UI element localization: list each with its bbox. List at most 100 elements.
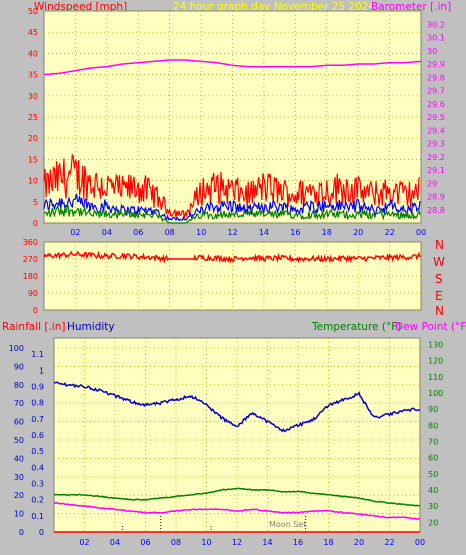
humidity-label: Humidity xyxy=(67,321,115,333)
gust-series-line xyxy=(43,193,421,222)
y-tick-label-rain: 0.7 xyxy=(31,415,44,424)
y-tick-label-humidity: 80 xyxy=(14,381,24,390)
y-tick-label-barometer: 29.4 xyxy=(427,126,445,135)
y-tick-label-wind: 0 xyxy=(33,219,38,228)
y-tick-label-barometer: 29.8 xyxy=(427,73,445,82)
x-tick-label: 10 xyxy=(201,538,211,547)
y-tick-label-barometer: 29.9 xyxy=(427,60,445,69)
y-tick-label-rain: 0.1 xyxy=(31,512,44,521)
y-tick-label-rain: 0.9 xyxy=(31,383,44,392)
y-tick-label-barometer: 28.8 xyxy=(427,206,445,215)
y-tick-label-direction: 0 xyxy=(33,306,38,315)
direction-label-w: W xyxy=(433,255,445,269)
y-tick-label-wind: 35 xyxy=(28,71,38,80)
y-tick-label-temperature: 90 xyxy=(428,405,438,414)
y-tick-label-direction: 180 xyxy=(23,272,38,281)
y-tick-label-barometer: 30.1 xyxy=(427,34,445,43)
y-tick-label-rain: 0.2 xyxy=(31,496,44,505)
x-tick-label: 02 xyxy=(79,538,89,547)
y-tick-label-rain: 1.1 xyxy=(31,350,44,359)
y-tick-label-temperature: 70 xyxy=(428,437,438,446)
y-tick-label-humidity: 60 xyxy=(14,418,24,427)
y-tick-label-humidity: 50 xyxy=(14,436,24,445)
windspeed-label: Windspeed [mph] xyxy=(34,1,127,13)
y-tick-label-temperature: 130 xyxy=(428,340,443,349)
y-tick-label-rain: 0.3 xyxy=(31,480,44,489)
x-tick-label: 18 xyxy=(322,228,332,237)
y-tick-label-direction: 270 xyxy=(23,255,38,264)
y-tick-label-wind: 5 xyxy=(33,198,38,207)
y-tick-label-humidity: 20 xyxy=(14,491,24,500)
rainfall-label: Rainfall [.in] xyxy=(2,321,65,333)
direction-label-n-top: N xyxy=(435,238,444,252)
wind-series-line xyxy=(43,152,421,219)
x-tick-label: 20 xyxy=(354,538,364,547)
x-tick-label: 16 xyxy=(293,538,303,547)
x-tick-label: 04 xyxy=(102,228,112,237)
y-tick-label-rain: 0.8 xyxy=(31,399,44,408)
barometer-label: Barometer [.in] xyxy=(371,1,451,13)
dewpoint-label: Dew Point (°F) xyxy=(395,321,466,333)
y-tick-label-barometer: 30 xyxy=(427,47,437,56)
direction-label-s: S xyxy=(435,272,443,286)
y-tick-label-rain: 0.6 xyxy=(31,431,44,440)
x-tick-label: 22 xyxy=(384,228,394,237)
y-tick-label-temperature: 100 xyxy=(428,389,443,398)
y-tick-label-direction: 90 xyxy=(28,289,38,298)
humidity-series-line xyxy=(53,381,421,433)
x-tick-label: 10 xyxy=(196,228,206,237)
y-tick-label-wind: 15 xyxy=(28,155,38,164)
y-tick-label-temperature: 120 xyxy=(428,357,443,366)
x-tick-label: 06 xyxy=(133,228,143,237)
x-tick-label: 08 xyxy=(165,228,175,237)
x-tick-label: 22 xyxy=(384,538,394,547)
y-tick-label-temperature: 80 xyxy=(428,421,438,430)
average-series-line xyxy=(43,204,421,224)
x-tick-label: 06 xyxy=(140,538,150,547)
y-tick-label-humidity: 10 xyxy=(14,510,24,519)
direction-label-n-bottom: N xyxy=(435,304,444,318)
y-tick-label-humidity: 0 xyxy=(19,528,24,537)
y-tick-label-temperature: 110 xyxy=(428,373,443,382)
y-tick-label-rain: 0.4 xyxy=(31,463,44,472)
x-tick-label: 20 xyxy=(353,228,363,237)
y-tick-label-barometer: 29.1 xyxy=(427,166,445,175)
y-tick-label-temperature: 30 xyxy=(428,502,438,511)
x-tick-label: 16 xyxy=(290,228,300,237)
x-tick-label: 12 xyxy=(232,538,242,547)
x-tick-label: 00 xyxy=(415,538,425,547)
x-tick-label: 18 xyxy=(323,538,333,547)
y-tick-label-barometer: 29.7 xyxy=(427,87,445,96)
dewpoint-series-line xyxy=(53,501,421,520)
x-tick-label: 14 xyxy=(262,538,272,547)
y-tick-label-barometer: 29.3 xyxy=(427,140,445,149)
y-tick-label-barometer: 29.2 xyxy=(427,153,445,162)
y-tick-label-barometer: 30.2 xyxy=(427,20,445,29)
y-tick-label-humidity: 30 xyxy=(14,473,24,482)
y-tick-label-temperature: 20 xyxy=(428,518,438,527)
y-tick-label-humidity: 100 xyxy=(9,344,24,353)
y-tick-label-barometer: 28.9 xyxy=(427,193,445,202)
y-tick-label-wind: 25 xyxy=(28,113,38,122)
moon-set-label: Moon Set xyxy=(269,520,306,529)
y-tick-label-rain: 0 xyxy=(39,528,44,537)
y-tick-label-barometer: 29.5 xyxy=(427,113,445,122)
barometer-series-line xyxy=(43,59,422,76)
y-tick-label-wind: 20 xyxy=(28,134,38,143)
y-tick-label-rain: 0.5 xyxy=(31,447,44,456)
y-tick-label-wind: 50 xyxy=(28,7,38,16)
y-tick-label-humidity: 40 xyxy=(14,454,24,463)
y-tick-label-humidity: 70 xyxy=(14,399,24,408)
x-tick-label: 14 xyxy=(259,228,269,237)
y-tick-label-temperature: 60 xyxy=(428,454,438,463)
y-tick-label-wind: 10 xyxy=(28,177,38,186)
x-tick-label: 00 xyxy=(416,228,426,237)
chart-title: 24 hour graph day November 25 2024 xyxy=(173,1,376,13)
x-tick-label: 02 xyxy=(70,228,80,237)
y-tick-label-humidity: 90 xyxy=(14,362,24,371)
y-tick-label-direction: 360 xyxy=(23,238,38,247)
y-tick-label-barometer: 29.6 xyxy=(427,100,445,109)
x-tick-label: 04 xyxy=(110,538,120,547)
y-tick-label-temperature: 40 xyxy=(428,486,438,495)
